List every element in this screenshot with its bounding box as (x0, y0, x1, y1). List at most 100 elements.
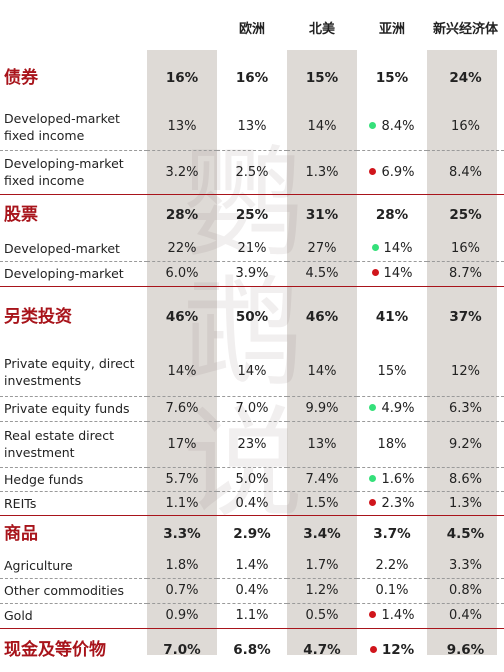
value-cell: 0.7% (147, 577, 217, 603)
value-text: 0.4% (235, 583, 269, 598)
row-label: Hedge funds (0, 466, 147, 491)
value-text: 15% (375, 70, 409, 86)
green-dot-icon (371, 243, 379, 251)
value-text: 6.3% (448, 401, 483, 416)
value-text: 25% (449, 207, 482, 224)
value-cell: 31% (287, 193, 357, 236)
value-text: 14% (383, 240, 413, 256)
value-cell: 3.3% (427, 553, 504, 578)
value-cell: 1.6% (357, 466, 427, 491)
value-text: 0.7% (165, 583, 199, 598)
value-cell: 14% (217, 348, 287, 396)
allocation-table-page: 鹦 鹉 说 欧洲 北美 亚洲 新兴经济体 债券 16% 16% 15% 15% 24% De… (0, 22, 504, 672)
table-row: Private equity funds 7.6% 7.0% 9.9% 4.9% 6.3% (0, 395, 504, 421)
value-text: 1.3% (448, 495, 483, 511)
value-cell: 6.3% (427, 395, 504, 421)
row-label: Developing-market fixed income (0, 149, 147, 194)
value-text: 0.1% (375, 583, 409, 598)
value-cell: 1.1% (217, 602, 287, 628)
value-text: 14% (307, 364, 337, 380)
green-dot-icon (369, 474, 377, 482)
row-label: Developed-market (4, 240, 120, 256)
value-cell: 16% (217, 52, 287, 104)
value-cell: 28% (357, 193, 427, 236)
table-row: Gold 0.9% 1.1% 0.5% 1.4% 0.4% (0, 602, 504, 628)
value-text: 1.1% (235, 608, 269, 623)
category-label: 债券 (4, 67, 38, 88)
category-label: 现金及等价物 (0, 627, 147, 672)
value-text: 8.4% (381, 119, 415, 135)
value-text: 1.8% (165, 557, 199, 573)
value-text: 24% (449, 70, 482, 86)
category-row: 现金及等价物 7.0% 6.8% 4.7% 12% 9.6% (0, 627, 504, 672)
value-cell: 0.1% (357, 577, 427, 603)
value-cell: 3.4% (287, 514, 357, 553)
row-label: Private equity funds (0, 395, 147, 421)
row-label: Real estate direct investment (0, 420, 147, 467)
category-row: 债券 16% 16% 15% 15% 24% (0, 52, 504, 104)
value-cell: 13% (217, 104, 287, 150)
value-cell: 14% (287, 104, 357, 150)
value-cell: 46% (287, 285, 357, 348)
column-header-emerging: 新兴经济体 (432, 21, 498, 37)
value-text: 1.4% (381, 608, 415, 623)
value-text: 4.5% (305, 266, 339, 281)
value-cell: 15% (357, 52, 427, 104)
row-label: Other commodities (0, 577, 147, 603)
value-cell: 0.4% (217, 490, 287, 515)
value-text: 17% (167, 436, 197, 452)
value-cell: 0.8% (427, 577, 504, 603)
value-cell: 18% (357, 420, 427, 467)
value-text: 9.2% (448, 436, 483, 452)
value-cell: 7.0% (217, 395, 287, 421)
row-label: REITs (0, 490, 147, 515)
value-text: 4.7% (303, 642, 341, 659)
value-cell: 15% (357, 348, 427, 396)
value-text: 12% (451, 364, 480, 380)
value-cell: 1.3% (287, 149, 357, 194)
value-cell: 1.2% (287, 577, 357, 603)
value-text: 28% (375, 207, 409, 224)
red-dot-icon (371, 269, 379, 276)
value-text: 31% (305, 207, 339, 224)
value-cell: 13% (147, 104, 217, 150)
value-cell: 8.4% (427, 149, 504, 194)
value-cell: 14% (147, 348, 217, 396)
value-cell: 8.6% (427, 466, 504, 491)
value-cell: 4.9% (357, 395, 427, 421)
value-cell: 8.7% (427, 260, 504, 286)
value-text: 9.6% (446, 642, 485, 659)
value-cell: 50% (217, 285, 287, 348)
value-text: 0.5% (305, 608, 339, 623)
value-cell: 8.4% (357, 104, 427, 150)
value-cell: 5.0% (217, 466, 287, 491)
value-cell: 23% (217, 420, 287, 467)
value-text: 4.5% (446, 526, 485, 543)
value-cell: 27% (287, 236, 357, 261)
value-cell: 4.5% (287, 260, 357, 286)
value-cell: 2.3% (357, 490, 427, 515)
green-dot-icon (369, 122, 377, 130)
column-header-europe: 欧洲 (238, 21, 265, 37)
value-text: 13% (307, 436, 337, 452)
column-header-asia: 亚洲 (378, 21, 405, 37)
value-text: 15% (305, 70, 339, 86)
value-text: 18% (377, 436, 407, 452)
value-text: 2.9% (233, 526, 271, 543)
red-dot-icon (369, 498, 377, 506)
value-text: 1.6% (381, 471, 415, 487)
value-text: 0.9% (165, 608, 199, 623)
value-cell: 6.9% (357, 149, 427, 194)
value-cell: 9.9% (287, 395, 357, 421)
value-text: 9.9% (305, 401, 339, 416)
value-text: 25% (235, 207, 269, 224)
value-cell: 1.7% (287, 553, 357, 578)
value-text: 1.7% (305, 557, 339, 573)
value-text: 21% (237, 240, 267, 256)
value-cell: 1.4% (357, 602, 427, 628)
value-cell: 7.4% (287, 466, 357, 491)
value-text: 8.7% (448, 266, 483, 281)
value-cell: 3.3% (147, 514, 217, 553)
category-label: 另类投资 (0, 285, 147, 348)
